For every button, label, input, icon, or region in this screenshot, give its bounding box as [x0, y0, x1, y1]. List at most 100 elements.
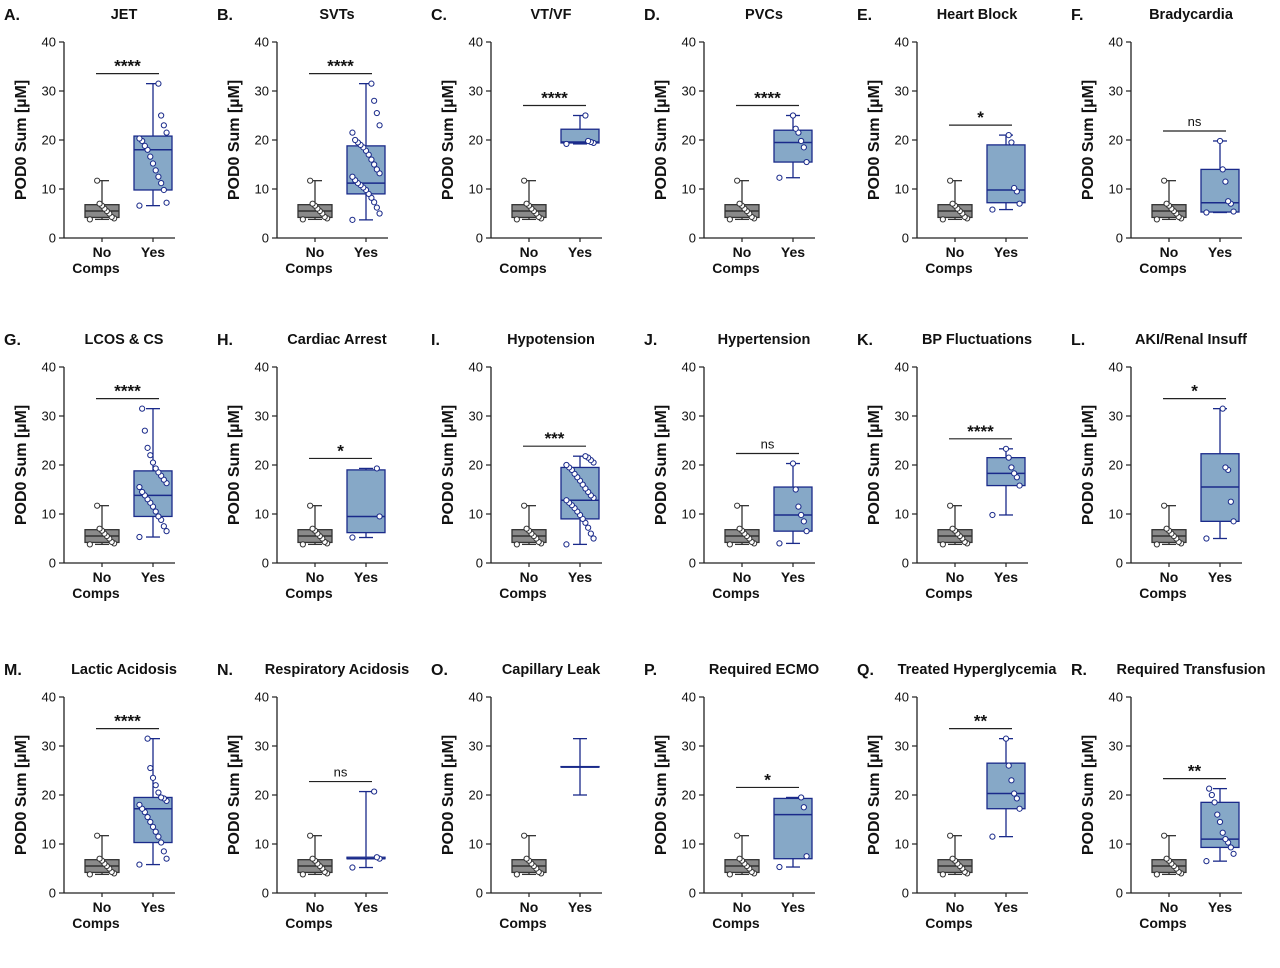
chart-svg: P. Required ECMO POD0 Sum [µM] 0 10 20 30 40 NoC…: [644, 662, 819, 931]
data-point: [309, 855, 316, 862]
data-point: [776, 540, 783, 547]
box-iqr: [986, 144, 1026, 204]
x-tick-label: Comps: [286, 585, 334, 601]
y-tick-label: 10: [895, 507, 909, 522]
y-tick-label: 0: [1115, 886, 1122, 901]
data-point: [800, 518, 807, 525]
y-tick-label: 10: [681, 182, 695, 197]
chart-svg: K. BP Fluctuations POD0 Sum [µM] 0 10 20 30 40 N…: [857, 332, 1032, 601]
data-point: [307, 177, 314, 184]
significance-label: ****: [114, 382, 141, 401]
data-point: [155, 80, 162, 87]
x-tick-label: No: [733, 244, 752, 260]
y-tick-label: 0: [475, 886, 482, 901]
data-point: [797, 511, 805, 519]
data-point: [139, 405, 146, 412]
data-point: [152, 465, 159, 472]
y-tick-label: 10: [1108, 837, 1122, 852]
data-point: [86, 541, 93, 548]
y-tick-label: 10: [42, 507, 56, 522]
data-point: [1162, 855, 1170, 862]
data-point: [520, 502, 527, 509]
chart-svg: J. Hypertension POD0 Sum [µM] 0 10 20 30 40 NoCo…: [644, 332, 815, 601]
y-tick-label: 30: [42, 739, 56, 754]
x-tick-label: Yes: [1207, 899, 1231, 915]
data-point: [149, 823, 157, 830]
data-point: [795, 503, 802, 510]
data-point: [1003, 735, 1010, 742]
panel-letter: P.: [644, 662, 657, 679]
data-point: [141, 142, 148, 149]
y-tick-label: 0: [689, 231, 696, 246]
y-tick-label: 0: [262, 231, 269, 246]
y-tick-label: 30: [895, 84, 909, 99]
y-tick-label: 20: [42, 458, 56, 473]
data-point: [1013, 795, 1021, 802]
data-point: [562, 541, 570, 548]
data-point: [797, 137, 805, 145]
y-tick-label: 40: [255, 690, 269, 705]
x-tick-label: Comps: [286, 260, 334, 276]
x-tick-label: No: [93, 899, 112, 915]
data-point: [374, 854, 381, 861]
panel-letter: C.: [431, 7, 447, 24]
y-tick-label: 30: [681, 409, 695, 424]
chart-title: VT/VF: [530, 7, 571, 23]
data-point: [144, 735, 151, 742]
y-tick-label: 40: [42, 690, 56, 705]
y-axis-label: POD0 Sum [µM]: [440, 735, 457, 855]
x-tick-label: No: [1159, 244, 1178, 260]
data-point: [349, 173, 356, 180]
chart-svg: L. AKI/Renal Insuff POD0 Sum [µM] 0 10 20 30 40…: [1071, 332, 1247, 601]
data-point: [1011, 790, 1018, 797]
data-point: [1224, 198, 1231, 205]
chart-title: SVTs: [320, 7, 355, 23]
panel-letter: R.: [1071, 662, 1087, 679]
x-tick-label: Comps: [1139, 915, 1187, 931]
data-point: [158, 839, 165, 846]
y-tick-label: 0: [902, 231, 909, 246]
x-tick-label: No: [519, 244, 538, 260]
data-point: [139, 488, 146, 496]
chart-title: Respiratory Acidosis: [265, 662, 410, 678]
y-tick-label: 10: [255, 182, 269, 197]
panel-letter: L.: [1071, 332, 1085, 349]
data-point: [144, 444, 151, 451]
x-tick-label: Comps: [1139, 585, 1187, 601]
y-axis-label: POD0 Sum [µM]: [653, 80, 670, 200]
data-point: [1153, 871, 1160, 878]
y-tick-label: 30: [1108, 739, 1122, 754]
y-tick-label: 30: [1108, 409, 1122, 424]
x-tick-label: Comps: [286, 915, 334, 931]
data-point: [803, 528, 810, 535]
data-point: [371, 788, 378, 795]
significance-label: *: [764, 770, 771, 789]
chart-panel-treated-hyperglycemia: Q. Treated Hyperglycemia POD0 Sum [µM] 0 10 2…: [853, 655, 1066, 968]
data-point: [989, 833, 996, 840]
data-point: [939, 216, 947, 223]
y-axis-label: POD0 Sum [µM]: [440, 80, 457, 200]
y-axis-label: POD0 Sum [µM]: [866, 735, 883, 855]
box-iqr: [346, 469, 386, 534]
data-point: [141, 427, 148, 434]
y-tick-label: 0: [49, 556, 56, 571]
data-point: [163, 855, 170, 862]
panel-letter: D.: [644, 7, 660, 24]
x-tick-label: Yes: [994, 899, 1018, 915]
chart-title: Required Transfusion: [1116, 662, 1265, 678]
data-point: [1219, 829, 1226, 836]
data-point: [513, 871, 520, 878]
y-tick-label: 20: [42, 133, 56, 148]
data-point: [368, 80, 375, 87]
data-point: [776, 863, 783, 871]
data-point: [513, 541, 520, 548]
data-point: [349, 216, 356, 223]
x-tick-label: Yes: [141, 244, 165, 260]
data-point: [800, 144, 807, 151]
data-point: [789, 112, 796, 119]
data-point: [152, 508, 159, 515]
x-tick-label: Comps: [925, 260, 973, 276]
data-point: [1213, 811, 1220, 818]
data-point: [1160, 832, 1167, 839]
